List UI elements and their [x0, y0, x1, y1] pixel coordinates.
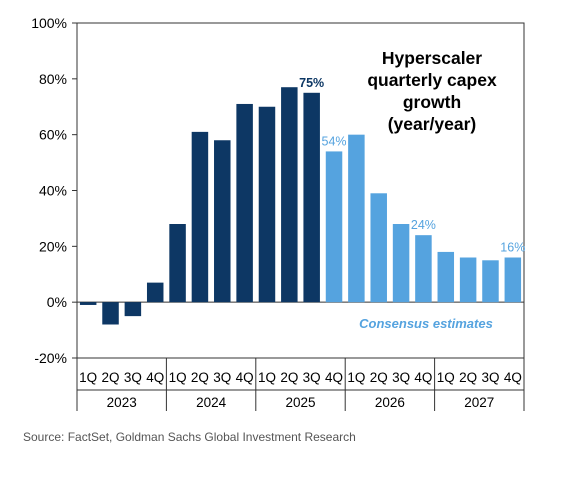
bar — [370, 193, 387, 303]
y-tick-label: 80% — [39, 71, 67, 87]
x-tick-label: 4Q — [504, 370, 522, 385]
bar — [303, 92, 320, 303]
year-label: 2023 — [107, 395, 137, 410]
y-tick-label: 60% — [39, 127, 67, 143]
bar — [236, 103, 253, 303]
year-label: 2024 — [196, 395, 227, 410]
x-tick-label: 2Q — [370, 370, 388, 385]
x-tick-label: 4Q — [414, 370, 432, 385]
bar — [124, 302, 142, 317]
x-tick-label: 2Q — [280, 370, 298, 385]
y-tick-label: 100% — [31, 15, 67, 31]
x-tick-label: 2Q — [102, 370, 120, 385]
y-tick-label: 20% — [39, 238, 67, 254]
bar — [281, 87, 298, 303]
x-tick-label: 1Q — [258, 370, 276, 385]
year-label: 2026 — [375, 395, 405, 410]
x-tick-label: 2Q — [459, 370, 477, 385]
bar — [415, 235, 432, 303]
bar — [459, 257, 477, 303]
capex-growth-chart: -20% 0% 20% 40% 60% 80% 100% 75% 54% 24% 16% Hypers… — [31, 15, 525, 411]
source-note: Source: FactSet, Goldman Sachs Global In… — [23, 430, 356, 444]
x-tick-label: 1Q — [347, 370, 365, 385]
chart-title-line: Hyperscaler — [382, 48, 482, 68]
bar — [437, 251, 455, 303]
data-label: 75% — [299, 76, 324, 90]
y-tick-label: 0% — [47, 294, 67, 310]
x-tick-label: 4Q — [325, 370, 343, 385]
x-tick-label: 3Q — [481, 370, 499, 385]
bar — [348, 134, 365, 303]
year-label: 2025 — [285, 395, 315, 410]
y-tick-label: 40% — [39, 183, 67, 199]
bar — [258, 106, 276, 303]
chart-title-line: growth — [403, 92, 461, 112]
bar — [79, 302, 97, 305]
bar — [191, 131, 209, 303]
y-tick-label: -20% — [34, 350, 67, 366]
bar — [146, 282, 164, 303]
x-tick-label: 3Q — [392, 370, 410, 385]
consensus-annotation: Consensus estimates — [359, 316, 493, 331]
x-tick-label: 4Q — [236, 370, 254, 385]
data-label: 16% — [500, 241, 525, 255]
chart-title-line: (year/year) — [388, 114, 477, 134]
bar — [102, 302, 119, 325]
x-tick-label: 1Q — [437, 370, 455, 385]
x-tick-label: 3Q — [124, 370, 142, 385]
data-label: 24% — [411, 218, 436, 232]
x-tick-label: 3Q — [213, 370, 231, 385]
bar — [214, 140, 231, 303]
x-tick-label: 1Q — [79, 370, 97, 385]
bar — [169, 224, 186, 303]
x-tick-label: 4Q — [146, 370, 164, 385]
year-label: 2027 — [464, 395, 494, 410]
bar — [325, 151, 343, 303]
chart-title-line: quarterly capex — [367, 70, 497, 90]
bar — [482, 260, 499, 303]
data-label: 54% — [322, 134, 347, 148]
x-tick-label: 1Q — [169, 370, 187, 385]
bar — [392, 224, 410, 303]
x-tick-label: 2Q — [191, 370, 209, 385]
x-tick-label: 3Q — [303, 370, 321, 385]
bar — [504, 257, 522, 303]
